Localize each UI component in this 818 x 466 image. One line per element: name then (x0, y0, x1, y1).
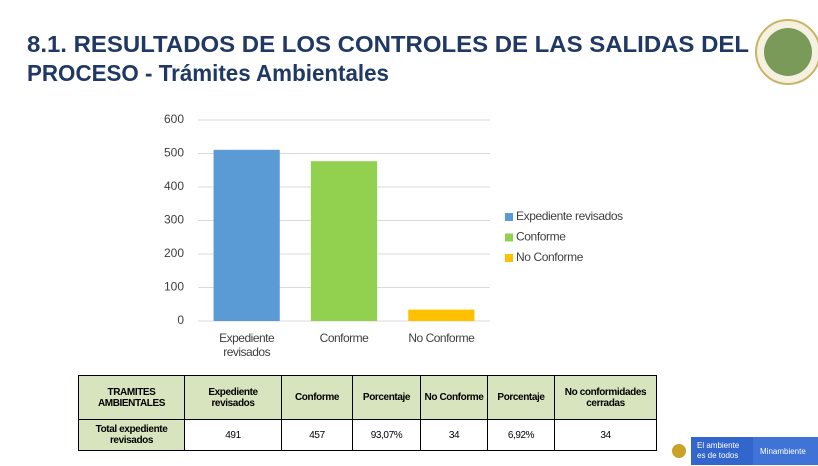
y-tick-label: 200 (164, 246, 184, 260)
legend-swatch (505, 213, 513, 221)
y-tick-label: 100 (164, 280, 184, 294)
legend-swatch (505, 254, 513, 262)
bar (408, 309, 475, 321)
header-cell: Porcentaje (352, 375, 421, 420)
header-cell: Conforme (281, 375, 353, 420)
crest (672, 444, 686, 458)
y-tick-label: 400 (164, 179, 184, 193)
title-line: 8.1. RESULTADOS DE LOS CONTROLES DE LAS … (27, 31, 749, 57)
logo-inner (764, 28, 812, 76)
cell: 6,92% (487, 419, 555, 451)
cell: 93,07% (352, 419, 421, 451)
table-row: Total expediente revisados 491 457 93,07% 34… (78, 419, 657, 451)
brand-box (691, 437, 753, 465)
cell: 34 (554, 419, 657, 451)
x-tick-label: No Conforme (408, 331, 475, 345)
ministry: Minambiente (760, 447, 806, 456)
y-tick-label: 500 (164, 146, 184, 160)
header-cell: Expediente revisados (184, 375, 282, 420)
title-line: PROCESO - Trámites Ambientales (27, 60, 389, 86)
bar (213, 149, 280, 321)
header-cell: No Conforme (420, 375, 488, 420)
legend-swatch (505, 233, 513, 242)
table: TRAMITES AMBIENTALES Expediente revisados… (78, 375, 657, 451)
bar (310, 161, 378, 321)
y-tick-label: 0 (177, 313, 184, 327)
y-tick-label: 600 (164, 112, 184, 126)
cell: 457 (281, 419, 353, 451)
cell: Total expediente revisados (78, 419, 185, 451)
brand: es de todos (697, 451, 738, 460)
cell: 491 (184, 419, 282, 451)
brand: El ambiente (697, 441, 740, 450)
ministry-box (753, 437, 818, 465)
y-tick-label: 300 (164, 213, 184, 227)
legend-label: Conforme (516, 230, 566, 244)
header-cell: TRAMITES AMBIENTALES (78, 375, 185, 420)
header-cell: No conformidades cerradas (554, 375, 657, 420)
legend-label: No Conforme (516, 250, 584, 264)
header-cell: Porcentaje (487, 375, 555, 420)
legend-label: Expediente revisados (516, 209, 623, 223)
cell: 34 (420, 419, 488, 451)
x-tick-label: Conforme (319, 331, 369, 345)
x-tick-label: Expediente revisados (219, 331, 275, 359)
